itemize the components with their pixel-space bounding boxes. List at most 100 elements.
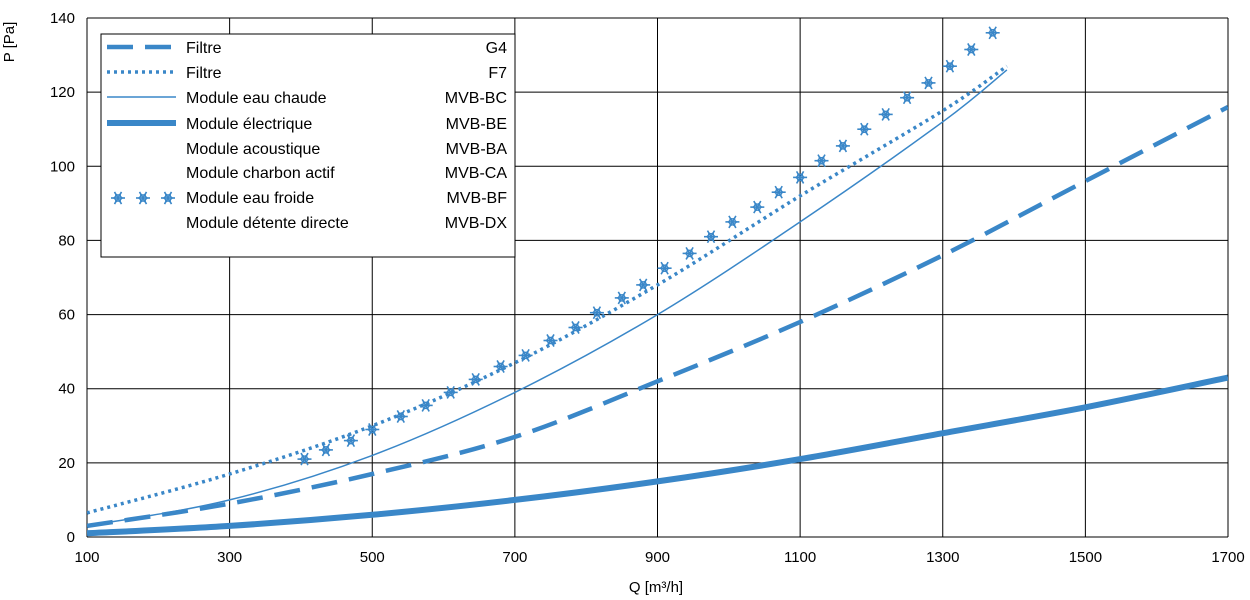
x-tick-label: 1700	[1211, 549, 1244, 566]
snowflake-branch	[926, 85, 930, 88]
snowflake-branch	[577, 328, 579, 332]
snowflake-branch	[115, 200, 119, 203]
legend-label: Module acoustique	[186, 141, 320, 158]
snowflake-branch	[930, 83, 932, 87]
snowflake-branch	[402, 417, 405, 421]
snowflake-arm	[728, 215, 737, 229]
snowflake-arm	[321, 443, 331, 457]
snowflake-branch	[427, 406, 429, 410]
data-point-snowflake	[365, 423, 380, 436]
data-point-snowflake	[942, 59, 957, 73]
snowflake-branch	[621, 293, 625, 296]
snowflake-branch	[756, 202, 760, 205]
snowflake-branch	[844, 146, 847, 150]
legend-entry: Module électrique MVB-BE	[107, 116, 507, 133]
snowflake-branch	[908, 98, 911, 102]
snowflake-arm	[860, 122, 869, 136]
snowflake-branch	[666, 268, 668, 272]
data-point-snowflake	[900, 91, 915, 105]
snowflake-branch	[688, 249, 692, 252]
snowflake-branch	[552, 341, 554, 345]
y-tick-label: 100	[50, 158, 75, 175]
snowflake-branch	[946, 62, 949, 66]
snowflake-branch	[796, 173, 799, 177]
data-point-snowflake	[468, 372, 483, 386]
snowflake-branch	[925, 79, 927, 83]
snowflake-arm	[660, 261, 669, 275]
data-point-snowflake	[318, 443, 333, 457]
snowflake-branch	[839, 142, 842, 146]
snowflake-branch	[499, 362, 503, 365]
snowflake-branch	[370, 431, 374, 434]
snowflake-branch	[951, 66, 954, 70]
snowflake-branch	[572, 323, 574, 327]
x-axis-label: Q [m³/h]	[629, 579, 683, 596]
snowflake-branch	[165, 200, 169, 203]
snowflake-branch	[820, 156, 824, 159]
snowflake-branch	[947, 68, 951, 71]
legend-entry: Module eau froide MVB-BF	[111, 190, 507, 207]
snowflake-branch	[972, 50, 975, 54]
snowflake-arm	[496, 360, 505, 373]
series-line-thin	[87, 69, 1008, 527]
snowflake-branch	[350, 436, 354, 439]
snowflake-branch	[623, 298, 626, 302]
snowflake-branch	[144, 198, 147, 202]
snowflake-branch	[523, 357, 527, 360]
snowflake-arm	[902, 91, 912, 105]
snowflake-branch	[733, 222, 736, 226]
snowflake-arm	[967, 43, 976, 56]
snowflake-branch	[863, 124, 867, 127]
data-point-snowflake	[614, 291, 629, 305]
axis-ticks: 100 300 500 700 900 1100 1300 1500 1700 0 20 40 60 80…	[50, 10, 1245, 566]
snowflake-branch	[927, 78, 931, 81]
x-tick-label: 1300	[926, 549, 959, 566]
legend-label: Module électrique	[186, 116, 312, 133]
snowflake-branch	[861, 125, 863, 129]
legend-snowflake-icon	[161, 191, 175, 205]
snowflake-branch	[799, 173, 803, 176]
snowflake-branch	[477, 380, 479, 384]
snowflake-branch	[708, 238, 712, 241]
snowflake-branch	[164, 194, 167, 198]
snowflake-branch	[549, 336, 553, 339]
snowflake-arm	[838, 139, 848, 153]
legend-code: G4	[486, 40, 507, 57]
x-tick-label: 1100	[784, 549, 816, 566]
snowflake-branch	[140, 200, 144, 203]
snowflake-branch	[474, 375, 478, 378]
snowflake-branch	[906, 93, 910, 96]
legend-code: F7	[488, 65, 507, 82]
snowflake-branch	[887, 115, 889, 119]
snowflake-branch	[325, 445, 329, 448]
snowflake-arm	[795, 170, 805, 184]
snowflake-branch	[593, 308, 596, 312]
snowflake-branch	[884, 110, 888, 113]
snowflake-arm	[346, 434, 356, 448]
legend-entry: Filtre F7	[107, 65, 507, 82]
snowflake-branch	[398, 418, 402, 421]
x-tick-label: 100	[74, 549, 99, 566]
snowflake-branch	[369, 425, 371, 429]
snowflake-branch	[729, 218, 731, 222]
snowflake-branch	[548, 342, 552, 345]
snowflake-branch	[423, 407, 427, 410]
data-point-snowflake	[878, 107, 893, 121]
snowflake-branch	[522, 351, 525, 355]
snowflake-branch	[883, 116, 887, 119]
snowflake-arm	[471, 372, 480, 386]
snowflake-arm	[546, 334, 555, 347]
snowflake-branch	[139, 194, 142, 198]
data-point-snowflake	[814, 154, 829, 168]
snowflake-branch	[991, 28, 995, 31]
y-tick-label: 40	[58, 381, 75, 398]
snowflake-branch	[327, 450, 330, 454]
snowflake-branch	[302, 461, 306, 464]
snowflake-branch	[472, 375, 475, 379]
snowflake-branch	[904, 99, 908, 102]
snowflake-arm	[706, 230, 716, 244]
legend-label: Module charbon actif	[186, 165, 335, 182]
snowflake-arm	[421, 398, 430, 412]
